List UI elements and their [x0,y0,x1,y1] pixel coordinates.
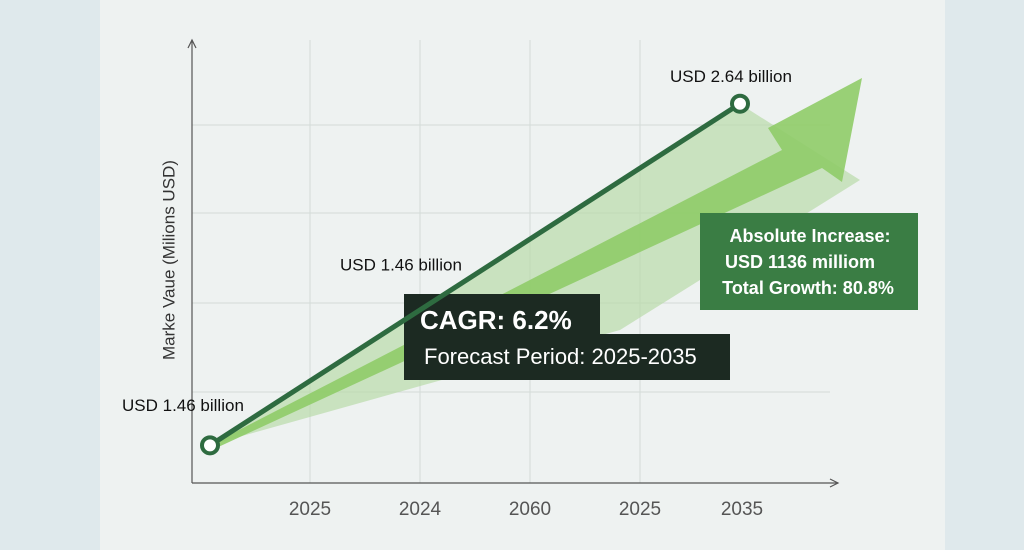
point [200,435,220,456]
cagr-box [404,334,730,380]
annotation: USD 1.46 billion [340,255,462,274]
period-text: Forecast Period: 2025-2035 [424,344,697,369]
x-tick-label: 2035 [721,499,763,520]
increase-value: USD 1136 milliom [725,252,875,272]
x-tick-label: 2025 [619,499,661,520]
increase-box [700,213,918,310]
data-label: USD 2.64 billion [670,67,792,86]
axes [187,38,840,488]
y-axis-label: Marke Vaue (Milions USD) [159,160,178,360]
growth-arrow [210,78,862,449]
growth-text: Total Growth: 80.8% [722,278,894,298]
data-label: USD 1.46 billion [122,396,244,415]
increase-title: Absolute Increase: [729,226,890,246]
line [208,101,742,448]
x-tick-label: 2060 [509,499,551,520]
x-tick-label: 2025 [289,499,331,520]
point [730,93,750,114]
shaded-area [210,104,860,445]
x-tick-label: 2024 [399,499,442,520]
cagr-text: CAGR: 6.2% [420,305,572,335]
